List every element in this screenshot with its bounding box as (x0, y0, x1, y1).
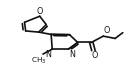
Text: N: N (45, 50, 51, 59)
Text: O: O (91, 51, 98, 60)
Text: N: N (70, 50, 75, 59)
Text: O: O (104, 26, 110, 35)
Text: O: O (37, 7, 43, 16)
Text: CH$_3$: CH$_3$ (31, 56, 47, 66)
